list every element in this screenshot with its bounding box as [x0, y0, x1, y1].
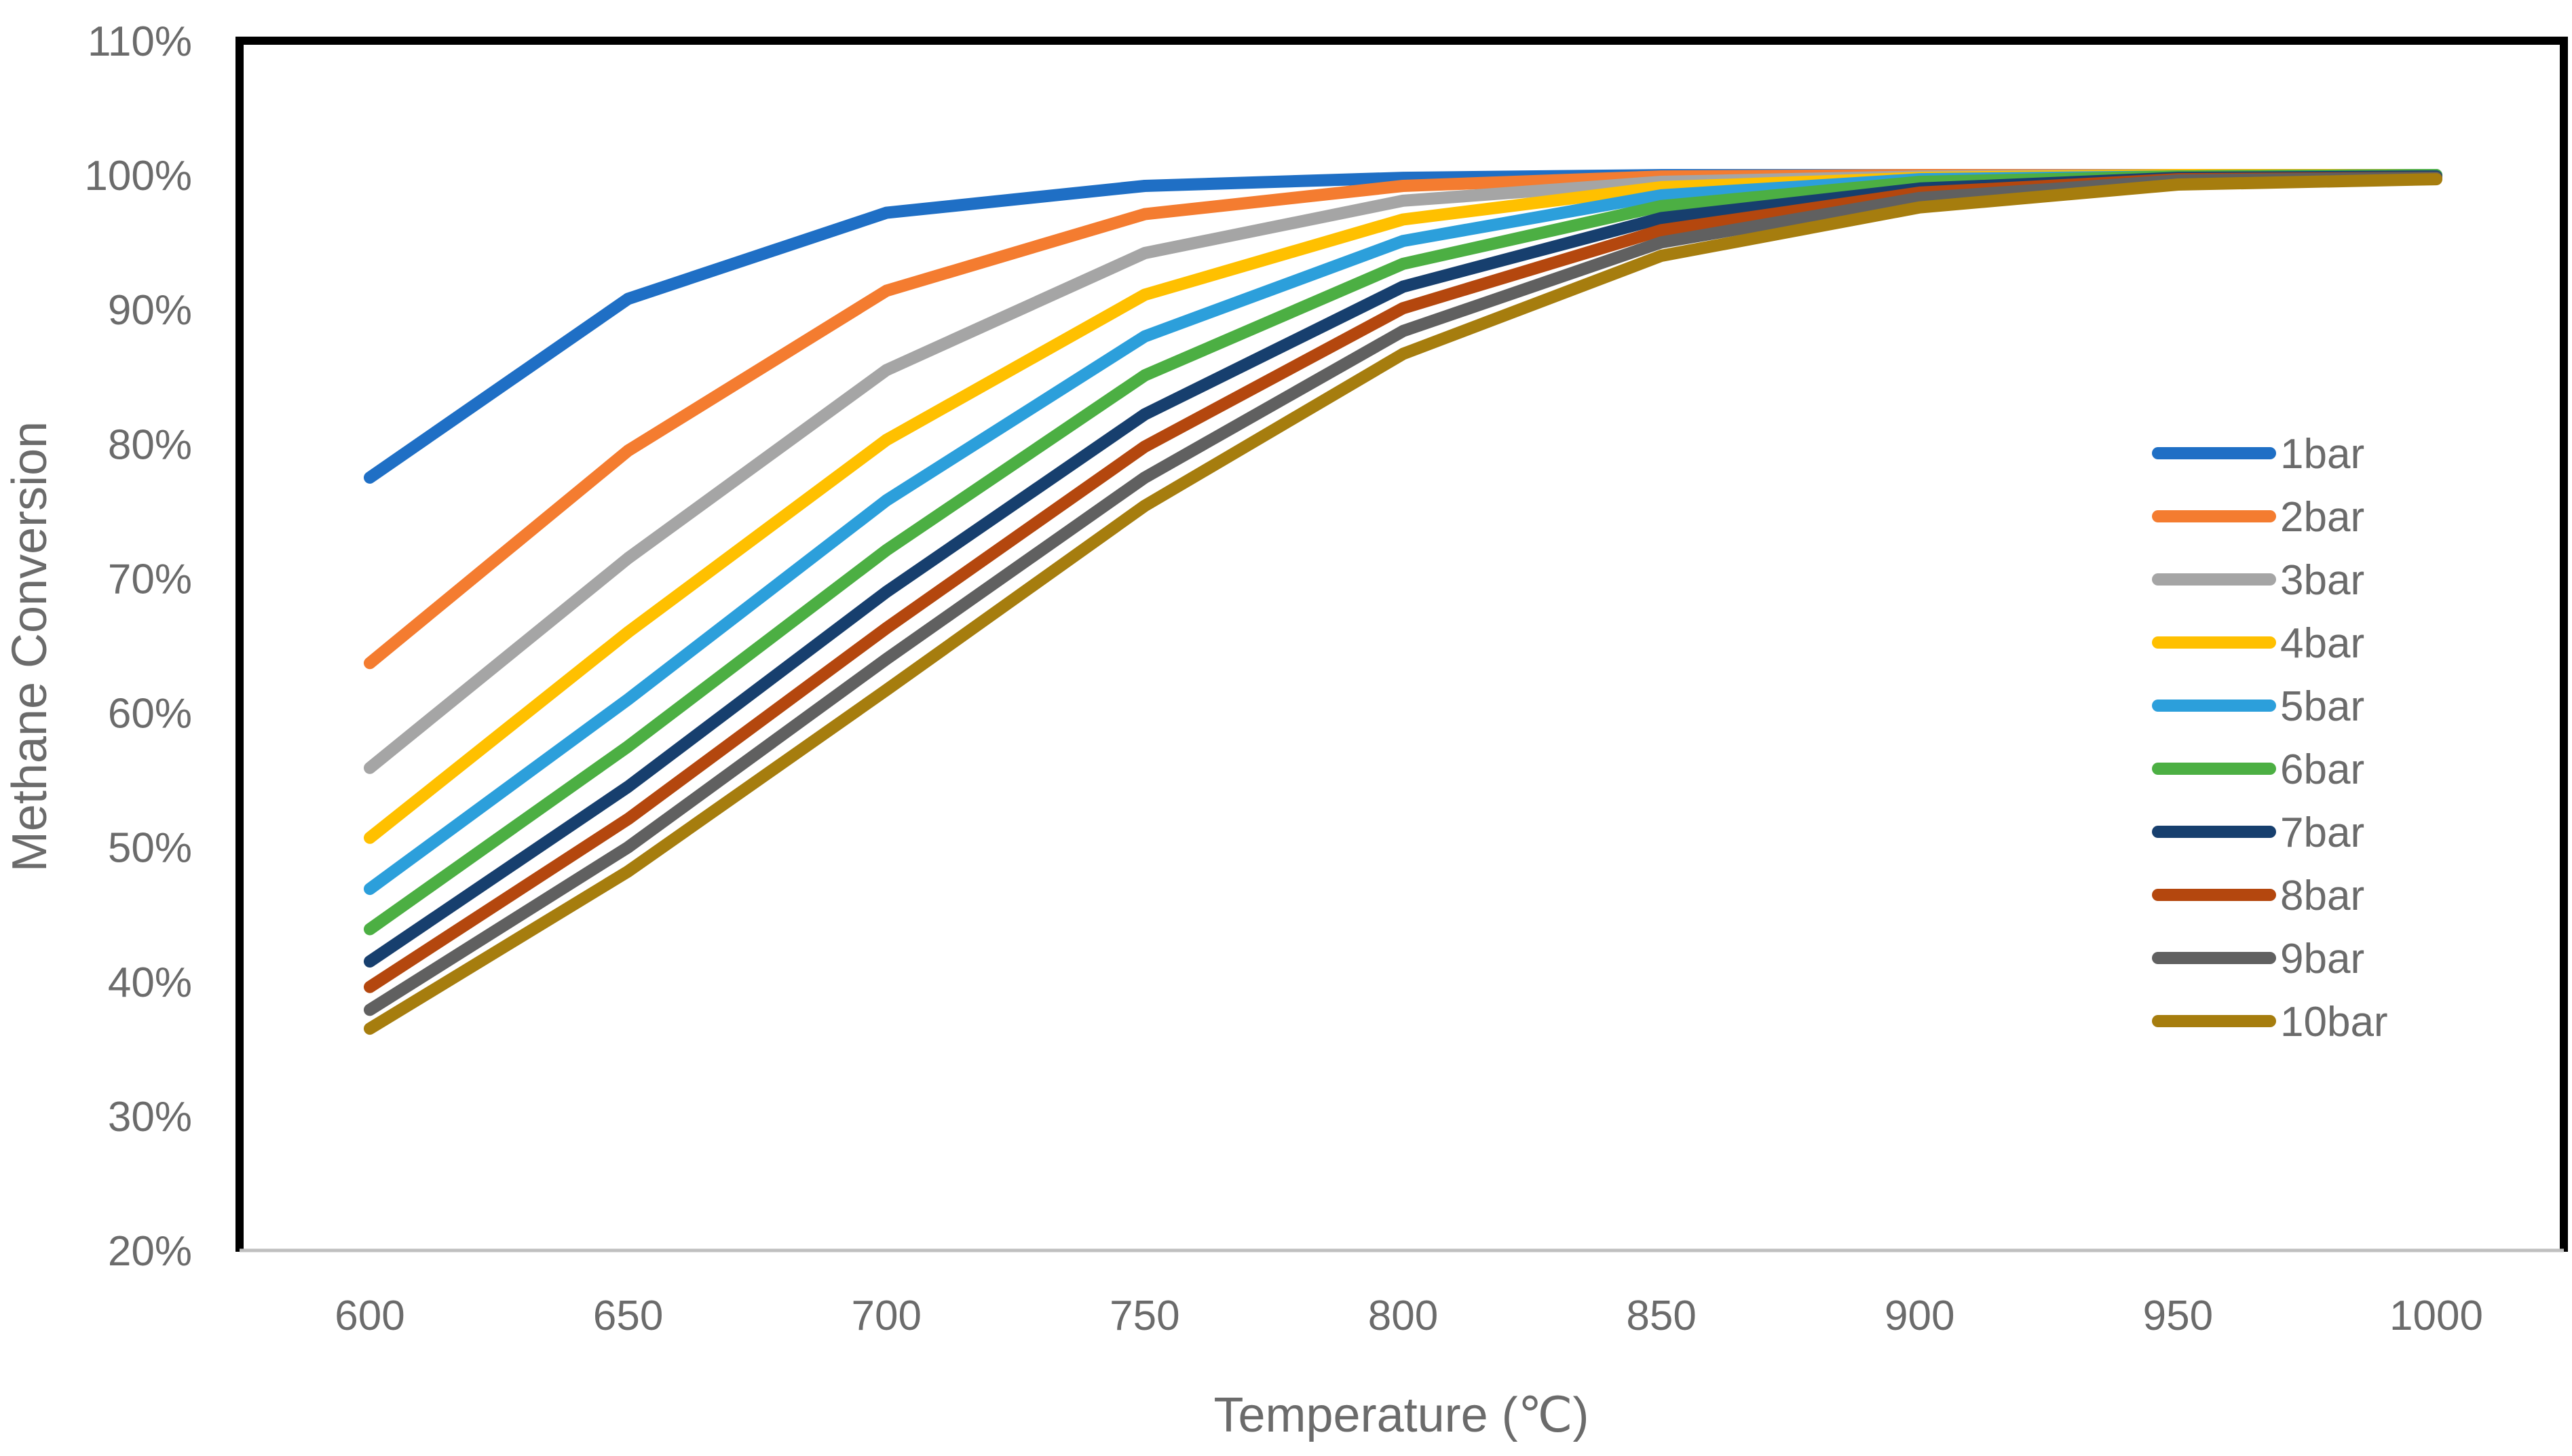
y-tick-label: 30% [108, 1094, 192, 1141]
x-tick-label: 900 [1885, 1292, 1954, 1339]
legend-label: 6bar [2280, 746, 2364, 793]
y-tick-label: 100% [84, 153, 192, 199]
legend-label: 1bar [2280, 431, 2364, 478]
legend-label: 4bar [2280, 620, 2364, 667]
legend-label: 2bar [2280, 494, 2364, 541]
legend-label: 7bar [2280, 809, 2364, 856]
legend-label: 3bar [2280, 557, 2364, 604]
y-axis-ticks: 20% 30% 40% 50% 60% 70% 80% 90% 100% 110% [84, 18, 192, 1275]
x-axis-title: Temperature (℃) [1213, 1388, 1589, 1442]
x-tick-label: 950 [2143, 1292, 2213, 1339]
legend-item: 3bar [2152, 557, 2364, 604]
legend-item: 9bar [2152, 936, 2364, 982]
x-tick-label: 650 [593, 1292, 663, 1339]
legend-item: 7bar [2152, 809, 2364, 856]
legend-item: 8bar [2152, 873, 2364, 919]
y-tick-label: 80% [108, 421, 192, 468]
legend-item: 10bar [2152, 999, 2388, 1046]
y-tick-label: 70% [108, 556, 192, 602]
series-lines [364, 169, 2442, 1035]
x-tick-label: 850 [1626, 1292, 1696, 1339]
legend-item: 6bar [2152, 746, 2364, 793]
x-tick-label: 700 [852, 1292, 922, 1339]
y-axis-title: Methane Conversion [3, 421, 57, 872]
series-line-10bar [364, 173, 2442, 1035]
x-tick-label: 800 [1368, 1292, 1438, 1339]
y-tick-label: 60% [108, 691, 192, 737]
legend-label: 10bar [2280, 999, 2388, 1046]
y-tick-label: 40% [108, 959, 192, 1006]
x-tick-label: 1000 [2389, 1292, 2483, 1339]
legend-item: 5bar [2152, 683, 2364, 730]
x-tick-label: 600 [335, 1292, 404, 1339]
legend-label: 9bar [2280, 936, 2364, 982]
legend: 1bar 2bar 3bar 4bar 5bar 6bar 7bar 8bar 9bar 10ba… [2152, 431, 2388, 1046]
y-tick-label: 110% [88, 18, 192, 65]
legend-item: 2bar [2152, 494, 2364, 541]
y-tick-label: 50% [108, 825, 192, 872]
y-tick-label: 20% [108, 1228, 192, 1275]
x-tick-label: 750 [1110, 1292, 1179, 1339]
plot-frame [235, 37, 2568, 1252]
legend-item: 1bar [2152, 431, 2364, 478]
legend-item: 4bar [2152, 620, 2364, 667]
x-axis-ticks: 600 650 700 750 800 850 900 950 1000 [335, 1292, 2483, 1339]
legend-label: 5bar [2280, 683, 2364, 730]
legend-label: 8bar [2280, 873, 2364, 919]
y-tick-label: 90% [108, 287, 192, 334]
